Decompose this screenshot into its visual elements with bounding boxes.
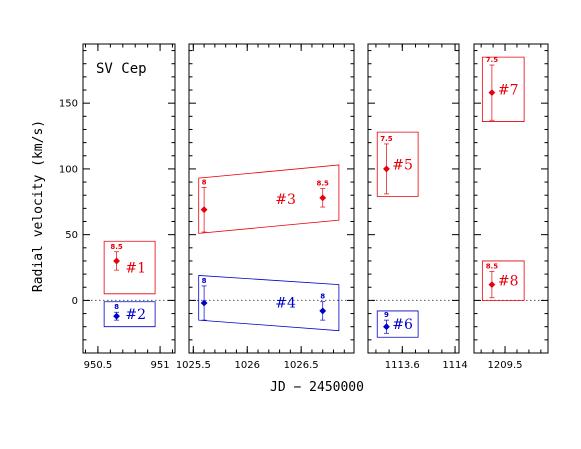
region-box bbox=[376, 131, 419, 197]
point-label: 8 bbox=[114, 303, 119, 311]
region-label: #1 bbox=[125, 261, 146, 277]
y-axis-label: Radial velocity (km/s) bbox=[31, 120, 46, 292]
star-name-label: SV Cep bbox=[96, 61, 147, 77]
data-point bbox=[113, 257, 120, 265]
region-label: #5 bbox=[392, 157, 413, 173]
data-point bbox=[383, 165, 390, 173]
region-label: #2 bbox=[125, 307, 146, 323]
panel-1: 0 50 100 150 950.5 951 #1 #2 8.5 8 bbox=[59, 43, 176, 371]
panel-2: 1025.5 1026 1026.5 #3 #4 8 8.5 8 8 bbox=[176, 43, 355, 371]
region-box bbox=[103, 301, 156, 328]
panel-frame bbox=[82, 43, 176, 354]
data-point bbox=[200, 206, 208, 214]
x-tick-label: 950.5 bbox=[84, 360, 113, 371]
y-tick-label: 0 bbox=[72, 296, 78, 307]
data-point bbox=[200, 299, 208, 307]
point-label: 8.5 bbox=[317, 180, 330, 188]
data-point bbox=[319, 307, 327, 315]
x-tick-label: 1026 bbox=[235, 360, 260, 371]
region-box bbox=[481, 56, 525, 122]
x-axis-label: JD − 2450000 bbox=[270, 380, 364, 395]
x-tick-label: 1113.6 bbox=[385, 360, 420, 371]
chart-panels: 0 50 100 150 950.5 951 #1 #2 8.5 8 1025.5 1026 1026.… bbox=[59, 43, 549, 371]
point-label: 9 bbox=[384, 311, 389, 319]
panel-4: 1209.5 #7 #8 7.5 8.5 bbox=[473, 43, 549, 371]
region-label: #4 bbox=[275, 296, 296, 312]
region-label: #3 bbox=[275, 192, 296, 208]
y-tick-label: 150 bbox=[59, 99, 78, 110]
data-point bbox=[383, 323, 390, 331]
point-label: 8 bbox=[320, 293, 325, 301]
point-label: 7.5 bbox=[486, 56, 499, 64]
panel-frame bbox=[367, 43, 460, 354]
data-point bbox=[319, 194, 327, 202]
x-tick-label: 1025.5 bbox=[176, 360, 211, 371]
panel-3: 1113.6 1114 #5 #6 7.5 9 bbox=[367, 43, 468, 371]
data-point bbox=[113, 312, 120, 320]
region-box bbox=[481, 260, 525, 301]
y-tick-label: 50 bbox=[65, 230, 78, 241]
region-label: #6 bbox=[392, 317, 413, 333]
region-label: #7 bbox=[498, 82, 519, 98]
x-tick-label: 951 bbox=[151, 360, 170, 371]
region-box bbox=[103, 240, 156, 295]
panel-frame bbox=[188, 43, 355, 354]
region-box bbox=[198, 274, 340, 332]
y-tick-label: 100 bbox=[59, 164, 78, 175]
point-label: 8 bbox=[202, 178, 207, 186]
data-point bbox=[488, 281, 496, 289]
data-point bbox=[488, 89, 496, 97]
panel-frame bbox=[473, 43, 549, 354]
point-label: 8.5 bbox=[486, 262, 499, 270]
region-box bbox=[376, 310, 419, 338]
point-label: 7.5 bbox=[380, 135, 393, 143]
x-tick-label: 1209.5 bbox=[488, 360, 523, 371]
region-box bbox=[198, 164, 340, 234]
region-label: #8 bbox=[498, 274, 519, 290]
point-label: 8.5 bbox=[110, 243, 123, 251]
point-label: 8 bbox=[202, 277, 207, 285]
x-tick-label: 1026.5 bbox=[284, 360, 319, 371]
x-tick-label: 1114 bbox=[442, 360, 467, 371]
